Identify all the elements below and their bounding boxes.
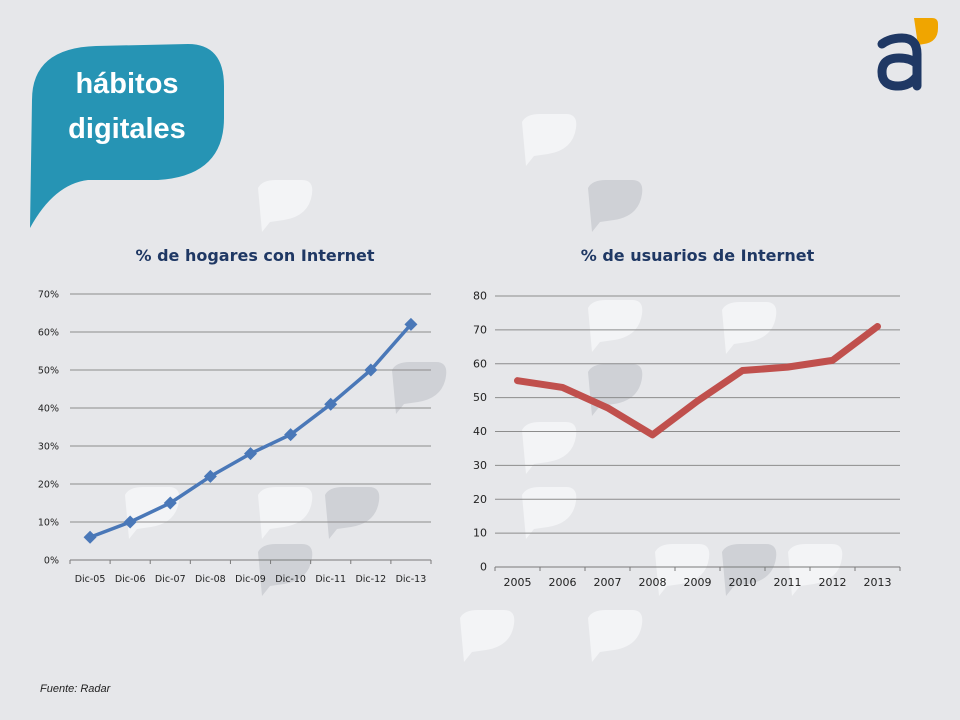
bubble-shape-icon [788, 544, 843, 596]
series-line [514, 322, 881, 439]
bubble-shape-icon [722, 302, 777, 354]
data-point [203, 469, 217, 483]
bubble-shape-icon [522, 487, 577, 539]
x-tick-label: 2007 [594, 576, 622, 589]
x-tick-label: 2006 [549, 576, 577, 589]
logo-letter-icon [877, 33, 922, 91]
y-tick-label: 40% [38, 404, 59, 415]
x-tick-label: Dic-05 [75, 574, 106, 585]
y-tick-label: 30% [38, 442, 59, 453]
y-tick-label: 20% [38, 480, 59, 491]
y-tick-label: 70% [38, 290, 59, 301]
data-point [123, 515, 137, 529]
speech-bubble-icon [30, 44, 224, 228]
a-logo-icon [877, 18, 938, 91]
x-tick-label: 2013 [864, 576, 892, 589]
x-tick-label: Dic-12 [355, 574, 386, 585]
x-tick-label: 2009 [684, 576, 712, 589]
logo-accent-icon [914, 18, 938, 45]
bubble-shape-icon [258, 180, 313, 232]
x-tick-label: Dic-08 [195, 574, 226, 585]
x-tick-label: Dic-10 [275, 574, 306, 585]
data-point [163, 496, 177, 510]
y-tick-label: 10 [473, 527, 487, 540]
badge-title-line-2: digitales [68, 113, 186, 145]
x-tick-label: 2005 [504, 576, 532, 589]
y-tick-label: 70 [473, 323, 487, 336]
badge-title-line-1: hábitos [75, 68, 179, 100]
chart-1-title: % de hogares con Internet [135, 246, 375, 265]
section-badge [30, 44, 224, 228]
data-point [324, 397, 338, 411]
bubble-shape-icon [588, 610, 643, 662]
bubble-shape-icon [588, 180, 643, 232]
x-tick-label: 2012 [819, 576, 847, 589]
data-point [364, 363, 378, 377]
bubble-shape-icon [392, 362, 447, 414]
x-tick-label: Dic-06 [115, 574, 146, 585]
y-tick-label: 50 [473, 391, 487, 404]
data-point [284, 428, 298, 442]
y-tick-label: 80 [473, 290, 487, 303]
x-tick-label: Dic-13 [396, 574, 427, 585]
y-tick-label: 0% [44, 556, 59, 567]
x-tick-label: 2010 [729, 576, 757, 589]
bubble-shape-icon [522, 422, 577, 474]
bubble-shape-icon [258, 544, 313, 596]
y-tick-label: 10% [38, 518, 59, 529]
bubble-shape-icon [258, 487, 313, 539]
x-tick-label: Dic-11 [315, 574, 346, 585]
y-tick-label: 40 [473, 425, 487, 438]
y-tick-label: 60% [38, 328, 59, 339]
y-tick-label: 50% [38, 366, 59, 377]
y-tick-label: 0 [480, 561, 487, 574]
data-point [404, 317, 418, 331]
chart-2-title: % de usuarios de Internet [580, 246, 815, 265]
data-point [244, 447, 257, 461]
x-tick-label: Dic-07 [155, 574, 186, 585]
bubble-shape-icon [325, 487, 380, 539]
bubble-shape-icon [588, 300, 643, 352]
bubble-shape-icon [460, 610, 515, 662]
y-tick-label: 30 [473, 459, 487, 472]
y-tick-label: 20 [473, 493, 487, 506]
source-note: Fuente: Radar [40, 683, 111, 695]
x-tick-label: Dic-09 [235, 574, 266, 585]
bubble-shape-icon [522, 114, 577, 166]
y-tick-label: 60 [473, 357, 487, 370]
x-tick-label: 2008 [639, 576, 667, 589]
bubble-shape-icon [655, 544, 710, 596]
bubble-shape-icon [722, 544, 777, 596]
x-tick-label: 2011 [774, 576, 802, 589]
data-point [83, 530, 97, 544]
